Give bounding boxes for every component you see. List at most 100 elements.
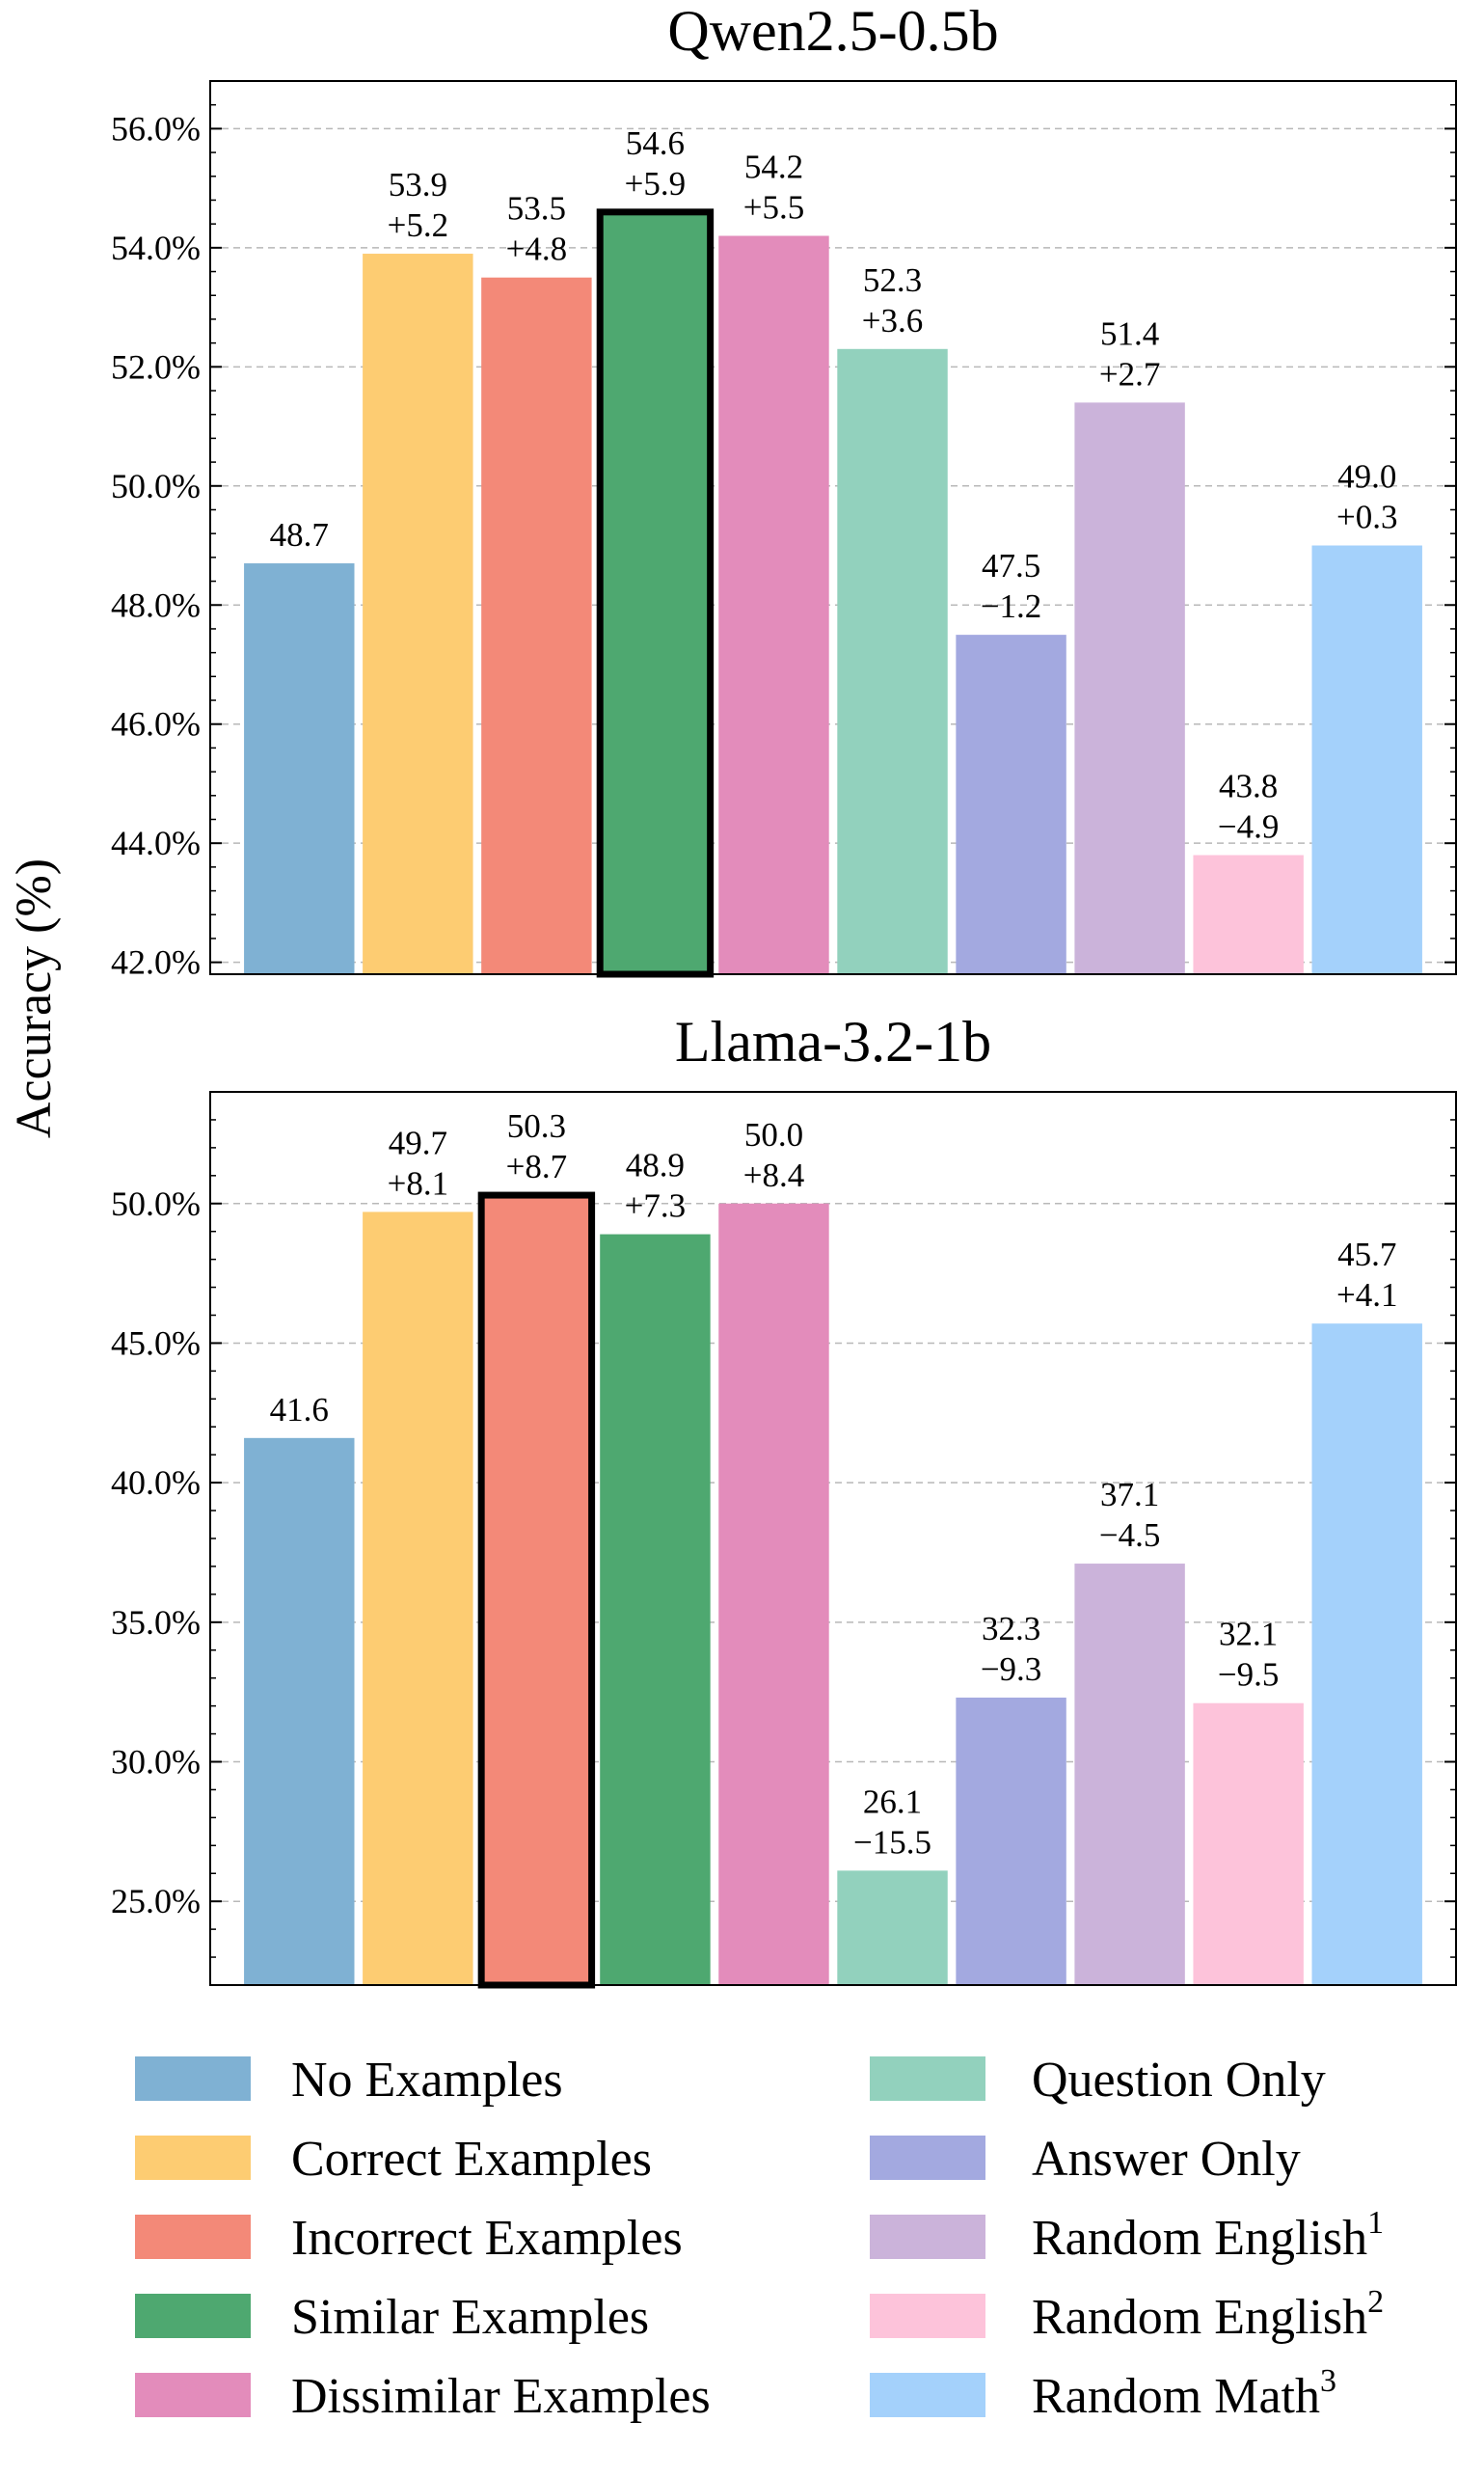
bar-value-label: 43.8: [1219, 768, 1278, 805]
legend-item: Correct Examples: [135, 2132, 652, 2187]
y-tick-label: 56.0%: [111, 109, 201, 148]
bar: [718, 235, 829, 975]
legend-label-text: Question Only: [1032, 2053, 1326, 2108]
legend-swatch: [135, 2056, 251, 2101]
bar-delta-label: +4.8: [506, 231, 568, 268]
legend-swatch: [135, 2215, 251, 2259]
plot-frame: [209, 80, 1457, 975]
bar-value-label: 51.4: [1100, 314, 1159, 352]
legend-swatch: [870, 2056, 985, 2101]
legend: No Examples Correct Examples Incorrect Exa…: [135, 2053, 1384, 2424]
bar-value-label: 52.3: [863, 261, 922, 299]
y-tick-label: 54.0%: [111, 229, 201, 267]
bar: [363, 1211, 473, 1985]
panel-title: Llama-3.2-1b: [675, 1010, 991, 1074]
legend-swatch: [135, 2294, 251, 2338]
legend-item: Answer Only: [870, 2132, 1301, 2187]
bar: [837, 1870, 948, 1985]
y-tick-label: 45.0%: [111, 1323, 201, 1362]
bar-value-label: 50.0: [744, 1116, 803, 1154]
legend-swatch: [870, 2136, 985, 2180]
y-tick-label: 42.0%: [111, 943, 201, 982]
bar-value-label: 53.5: [507, 190, 566, 228]
legend-label-text: Random English: [1032, 2290, 1367, 2345]
y-tick-label: 46.0%: [111, 705, 201, 744]
y-tick-label: 35.0%: [111, 1603, 201, 1642]
legend-label-text: Incorrect Examples: [291, 2211, 683, 2266]
bar-delta-label: −4.9: [1218, 808, 1280, 846]
bar-delta-label: −4.5: [1099, 1516, 1161, 1554]
bar-delta-label: −9.3: [981, 1650, 1042, 1688]
bar-delta-label: +8.1: [388, 1164, 449, 1202]
legend-label-text: Random English: [1032, 2211, 1367, 2266]
legend-item: Dissimilar Examples: [135, 2369, 711, 2424]
bar-delta-label: +7.3: [625, 1187, 687, 1225]
bar-delta-label: +0.3: [1336, 499, 1398, 536]
bar-value-label: 49.0: [1337, 458, 1396, 496]
y-tick-label: 44.0%: [111, 824, 201, 862]
legend-label: Dissimilar Examples: [291, 2369, 711, 2424]
bar: [1074, 402, 1185, 974]
y-tick-label: 50.0%: [111, 1184, 201, 1223]
legend-label: Random English1: [1032, 2205, 1384, 2266]
bar-value-label: 48.7: [270, 516, 329, 554]
legend-label: Incorrect Examples: [291, 2211, 683, 2266]
bar-value-label: 54.2: [744, 149, 803, 186]
legend-item: Random English1: [870, 2205, 1384, 2266]
legend-label: Similar Examples: [291, 2290, 649, 2345]
legend-label: Correct Examples: [291, 2132, 652, 2187]
bar: [956, 1697, 1066, 1985]
y-axis-label: Accuracy (%): [7, 858, 62, 1138]
legend-label-text: Answer Only: [1032, 2132, 1301, 2187]
bar-value-label: 48.9: [626, 1147, 685, 1184]
bar-delta-label: −15.5: [853, 1823, 931, 1861]
bar-value-label: 53.9: [389, 166, 447, 204]
bar-delta-label: +5.2: [388, 206, 449, 244]
legend-label: Question Only: [1032, 2053, 1326, 2108]
legend-label-text: No Examples: [291, 2053, 563, 2108]
legend-item: Random English2: [870, 2284, 1384, 2345]
bar-delta-label: −1.2: [981, 587, 1042, 625]
legend-swatch: [135, 2136, 251, 2180]
bar-value-label: 37.1: [1100, 1476, 1159, 1513]
bar: [1311, 545, 1422, 974]
legend-item: No Examples: [135, 2053, 563, 2108]
bar: [1311, 1323, 1422, 1985]
legend-swatch: [870, 2215, 985, 2259]
legend-label: No Examples: [291, 2053, 563, 2108]
bar-value-label: 32.3: [982, 1610, 1040, 1647]
y-tick-label: 30.0%: [111, 1743, 201, 1782]
bar: [477, 1191, 596, 1989]
y-tick-label: 50.0%: [111, 467, 201, 505]
legend-item: Question Only: [870, 2053, 1326, 2108]
legend-label-superscript: 2: [1367, 2284, 1384, 2320]
bar-delta-label: +8.4: [743, 1157, 805, 1194]
bar: [596, 208, 715, 978]
y-tick-label: 40.0%: [111, 1463, 201, 1502]
bar-value-label: 50.3: [507, 1107, 566, 1145]
bar: [718, 1203, 829, 1985]
bar-delta-label: +5.9: [625, 165, 687, 203]
legend-swatch: [135, 2373, 251, 2417]
legend-item: Incorrect Examples: [135, 2211, 683, 2266]
legend-label: Answer Only: [1032, 2132, 1301, 2187]
llama-panel: Llama-3.2-1b 25.0% 30.0% 35.0% 40.0% 45.0% 50.…: [111, 1010, 1457, 1989]
qwen-panel: Qwen2.5-0.5b 42.0% 44.0% 46.0% 48.0% 50.0% 52.…: [111, 0, 1457, 982]
panel-title: Qwen2.5-0.5b: [667, 0, 998, 63]
y-tick-label: 52.0%: [111, 347, 201, 386]
bar: [1074, 1564, 1185, 1985]
bar: [600, 1234, 711, 1985]
bar: [244, 563, 355, 974]
bar-value-label: 45.7: [1337, 1236, 1396, 1273]
bar: [837, 348, 948, 974]
legend-item: Similar Examples: [135, 2290, 649, 2345]
legend-label-text: Correct Examples: [291, 2132, 652, 2187]
legend-swatch: [870, 2373, 985, 2417]
bar-value-label: 47.5: [982, 547, 1040, 585]
bar-value-label: 26.1: [863, 1783, 922, 1820]
y-tick-label: 48.0%: [111, 585, 201, 624]
legend-label-text: Similar Examples: [291, 2290, 649, 2345]
y-tick-label: 25.0%: [111, 1882, 201, 1920]
legend-swatch: [870, 2294, 985, 2338]
